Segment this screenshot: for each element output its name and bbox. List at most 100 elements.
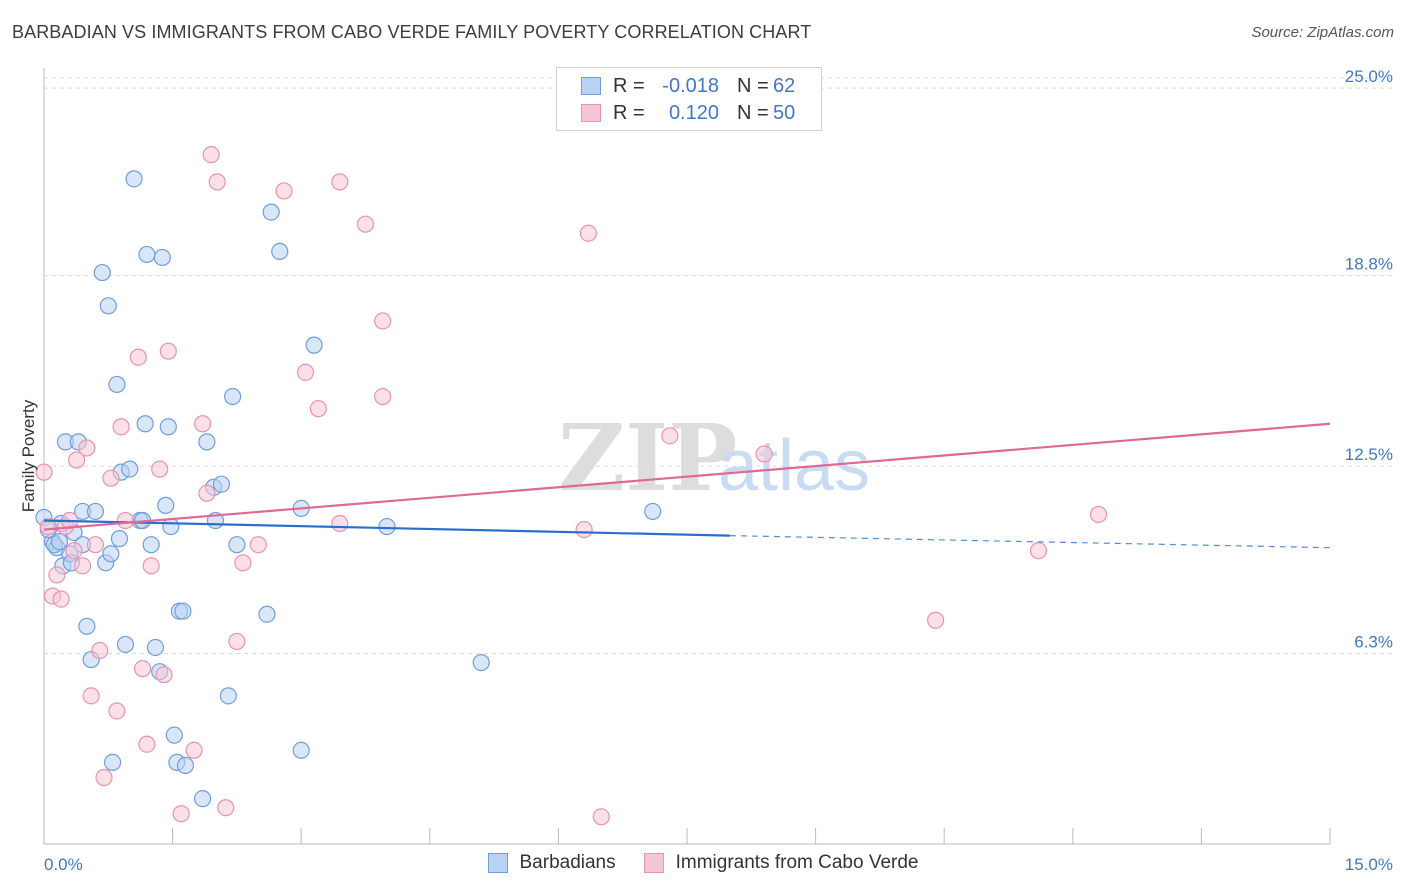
watermark-atlas: atlas [718,426,870,506]
data-point [125,170,143,188]
data-point [262,203,280,221]
legend-item-cabo-verde[interactable]: Immigrants from Cabo Verde [643,852,919,874]
data-point [159,418,177,436]
data-point [151,460,169,478]
legend-row-barbadians: R = -0.018 N = 62 [581,73,795,99]
data-point [185,741,203,759]
data-point [1029,542,1048,560]
data-point [146,638,165,657]
data-point [592,808,610,826]
data-point [110,530,129,548]
data-point [755,445,773,463]
data-point [116,511,135,530]
data-point [103,753,122,771]
data-point [142,557,160,575]
data-point [374,387,392,406]
data-point [102,545,120,563]
data-point [86,536,105,554]
trend-lines [43,422,1331,549]
legend-swatch-pink [581,104,601,122]
data-point [644,502,662,521]
data-point [153,248,171,267]
data-point [176,756,195,774]
data-point [129,348,147,366]
legend-r-label: R = [613,101,645,124]
watermark-zip: ZIP [558,404,737,512]
data-point [159,342,177,360]
data-point [472,653,490,672]
legend-n-label: N = [737,101,769,124]
legend-r-value: 0.120 [668,101,719,124]
data-point [157,496,175,514]
data-point [82,687,100,705]
trend-line-cabo-verde [43,422,1331,531]
legend-n-value: 50 [773,101,796,124]
legend-n-label: N = [737,74,769,97]
data-point [116,635,135,654]
data-point [378,517,396,536]
data-point [155,666,173,684]
tick-labels: 6.3% 12.5% 18.8% 25.0% 0.0% 15.0% [44,67,1393,874]
data-point [172,805,190,823]
legend-label-cabo-verde: Immigrants from Cabo Verde [675,852,919,873]
data-point [95,768,113,787]
data-point [661,427,679,445]
data-point [224,387,242,406]
data-point [258,605,276,623]
y-tick-label: 25.0% [1345,67,1393,86]
data-point [271,242,289,261]
data-point [194,790,212,808]
data-point [331,514,349,533]
x-tick-label: 15.0% [1345,855,1393,874]
data-point [331,173,349,191]
legend-r-label: R = [613,74,645,97]
data-point [234,554,252,572]
data-point [108,702,126,720]
data-point [133,660,152,678]
data-point [165,726,183,744]
data-point [102,469,120,487]
data-point [228,536,246,554]
data-point [309,400,327,418]
data-point [575,520,593,539]
data-point [67,451,86,469]
data-point [194,415,212,433]
data-point [35,463,53,481]
source-label: Source: ZipAtlas.com [1251,24,1394,41]
data-point [212,475,231,493]
data-point [296,363,315,381]
watermark: ZIP atlas [558,404,870,512]
trend-line-barbadians [43,519,730,537]
legend-item-barbadians[interactable]: Barbadians [487,852,616,874]
data-point [305,336,323,354]
data-point [78,439,96,457]
axis-layer [43,68,1331,845]
trend-line-barbadians-extension [729,535,1331,549]
data-point [198,433,216,451]
data-point [217,799,235,817]
legend-swatch-pink [643,853,664,873]
y-tick-label: 12.5% [1345,445,1393,464]
data-point [138,245,156,264]
data-point [65,542,83,560]
data-point [108,375,126,394]
data-point [86,502,105,521]
data-point [228,632,246,651]
data-point [142,536,160,554]
data-point [78,617,96,635]
data-point [52,590,70,608]
data-point [249,536,267,554]
data-point [174,602,192,620]
data-point [112,418,130,436]
chart-title: BARBADIAN VS IMMIGRANTS FROM CABO VERDE … [12,22,812,42]
data-point [162,517,180,536]
data-point [136,415,154,433]
stats-legend: R = -0.018 N = 62 R = 0.120 N = 50 [556,67,822,131]
data-point [208,173,226,191]
data-point [292,741,310,759]
data-point [356,215,375,233]
legend-swatch-blue [581,77,601,95]
data-point [121,460,139,478]
data-point [99,297,117,315]
